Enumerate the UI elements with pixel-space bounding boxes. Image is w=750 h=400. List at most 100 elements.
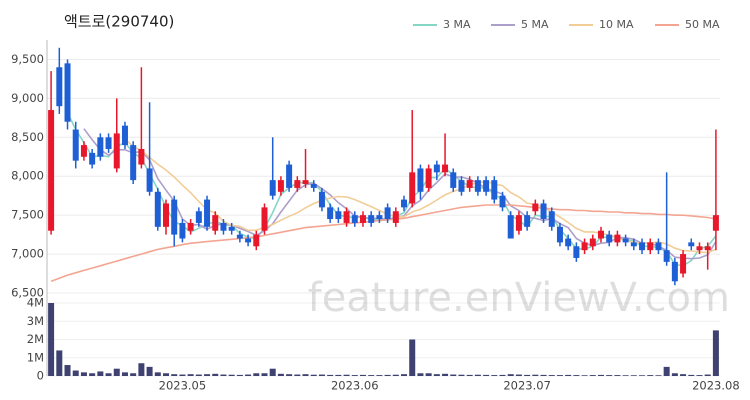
candle-body: [154, 191, 161, 227]
candle-body: [204, 199, 211, 227]
y-tick-label: 7,000: [11, 247, 44, 261]
candle-body: [302, 180, 309, 185]
candle-body: [474, 180, 481, 192]
volume-bar: [195, 374, 202, 376]
volume-bar: [573, 375, 580, 376]
candle-body: [368, 215, 375, 223]
candle-body: [515, 215, 522, 231]
volume-bar: [245, 374, 252, 376]
volume-bar: [639, 375, 646, 376]
volume-bar: [655, 375, 662, 376]
candle-body: [384, 207, 391, 220]
candle-body: [294, 180, 301, 188]
volume-bar: [515, 374, 522, 376]
y-tick-label: 4M: [27, 296, 44, 310]
x-tick-label: 2023.07: [503, 379, 551, 393]
volume-bar: [80, 372, 87, 376]
volume-bar: [417, 373, 424, 376]
candle-body: [614, 234, 621, 243]
candle-body: [622, 238, 629, 243]
volume-bar: [696, 375, 703, 376]
candle-body: [236, 234, 243, 239]
candle-body: [64, 63, 71, 122]
volume-bar: [220, 374, 227, 376]
candle-body: [663, 250, 670, 262]
volume-bar: [89, 373, 96, 376]
candle-body: [450, 172, 457, 188]
candle-body: [597, 230, 604, 239]
volume-bar: [483, 374, 490, 376]
volume-bar: [368, 375, 375, 376]
volume-bar: [310, 374, 317, 376]
legend-label: 50 MA: [685, 18, 720, 31]
candle-body: [688, 242, 695, 247]
volume-bar: [277, 373, 284, 376]
candle-body: [606, 234, 613, 243]
volume-bar: [458, 374, 465, 376]
volume-bar: [236, 374, 243, 376]
y-tick-label: 7,500: [11, 208, 44, 222]
x-tick-label: 2023.05: [159, 379, 207, 393]
candle-body: [483, 180, 490, 192]
candle-body: [499, 195, 506, 208]
volume-bar: [540, 374, 547, 376]
candle-body: [655, 242, 662, 251]
volume-bar: [433, 374, 440, 376]
candle-body: [409, 172, 416, 204]
volume-bar: [327, 374, 334, 376]
volume-bar: [680, 374, 687, 376]
candle-body: [138, 148, 145, 165]
volume-bar: [294, 374, 301, 376]
volume-bar: [48, 303, 55, 376]
volume-bar: [121, 372, 128, 376]
volume-bar: [442, 373, 449, 376]
candle-body: [630, 242, 637, 247]
candle-body: [286, 164, 293, 188]
volume-bar: [130, 373, 137, 376]
candle-body: [680, 254, 687, 274]
volume-bar: [647, 375, 654, 376]
candle-body: [72, 129, 79, 161]
candle-body: [573, 246, 580, 258]
y-tick-label: 8,500: [11, 130, 44, 144]
y-tick-label: 1M: [27, 350, 44, 364]
candle-body: [310, 184, 317, 188]
legend-label: 10 MA: [599, 18, 634, 31]
candle-body: [179, 222, 186, 239]
x-tick-label: 2023.08: [692, 379, 740, 393]
candle-body: [146, 168, 153, 192]
candle-body: [532, 203, 539, 212]
volume-bar: [532, 374, 539, 376]
candle-body: [540, 203, 547, 220]
volume-bar: [712, 330, 719, 376]
volume-bar: [171, 374, 178, 376]
candle-body: [220, 222, 227, 231]
candle-body: [704, 246, 711, 251]
candle-body: [417, 168, 424, 192]
candle-body: [696, 246, 703, 251]
volume-bar: [581, 375, 588, 376]
candle-body: [335, 211, 342, 220]
candle-body: [359, 215, 366, 223]
volume-bar: [318, 374, 325, 376]
volume-bar: [704, 374, 711, 376]
volume-bar: [228, 374, 235, 376]
x-tick-label: 2023.06: [331, 379, 379, 393]
volume-bar: [524, 374, 531, 376]
y-tick-label: 8,000: [11, 169, 44, 183]
candle-body: [442, 164, 449, 173]
candle-body: [261, 207, 268, 231]
volume-bar: [409, 339, 416, 376]
candle-body: [425, 168, 432, 188]
candle-body: [647, 242, 654, 251]
candle-body: [187, 222, 194, 231]
volume-bar: [565, 374, 572, 376]
volume-bar: [499, 374, 506, 376]
volume-bar: [154, 372, 161, 376]
volume-bar: [286, 374, 293, 376]
volume-bar: [401, 374, 408, 376]
volume-bar: [630, 375, 637, 376]
volume-bar: [671, 373, 678, 376]
volume-bar: [359, 374, 366, 376]
y-tick-label: 3M: [27, 314, 44, 328]
